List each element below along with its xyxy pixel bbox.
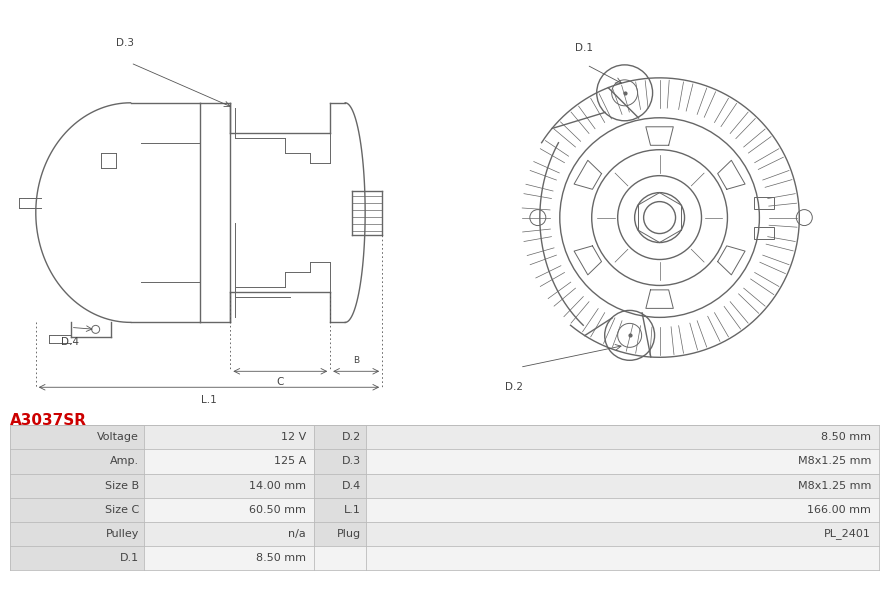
Text: L.1: L.1 xyxy=(344,505,361,515)
Text: 8.50 mm: 8.50 mm xyxy=(821,433,871,442)
Text: M8x1.25 mm: M8x1.25 mm xyxy=(797,457,871,467)
Bar xyxy=(366,426,879,449)
Text: B: B xyxy=(353,356,359,365)
Bar xyxy=(366,474,879,498)
Bar xyxy=(10,546,144,570)
Bar xyxy=(144,474,314,498)
Bar xyxy=(144,498,314,522)
Text: 166.00 mm: 166.00 mm xyxy=(807,505,871,515)
Bar xyxy=(314,546,879,570)
Text: M8x1.25 mm: M8x1.25 mm xyxy=(797,480,871,491)
Bar xyxy=(314,522,366,546)
Bar xyxy=(366,449,879,474)
Text: PL_2401: PL_2401 xyxy=(824,528,871,539)
Text: D.3: D.3 xyxy=(342,457,361,467)
Bar xyxy=(10,426,144,449)
Text: Amp.: Amp. xyxy=(110,457,139,467)
Text: 14.00 mm: 14.00 mm xyxy=(249,480,306,491)
Bar xyxy=(144,449,314,474)
Bar xyxy=(144,426,314,449)
Text: D.1: D.1 xyxy=(120,553,139,563)
Text: A3037SR: A3037SR xyxy=(10,413,87,429)
Text: D.2: D.2 xyxy=(341,433,361,442)
Text: D.1: D.1 xyxy=(575,43,593,53)
Text: L.1: L.1 xyxy=(201,395,217,405)
Text: 12 V: 12 V xyxy=(281,433,306,442)
Bar xyxy=(144,522,314,546)
Bar xyxy=(314,474,366,498)
Text: C: C xyxy=(276,377,284,387)
Text: D.4: D.4 xyxy=(341,480,361,491)
Text: D.4: D.4 xyxy=(60,337,79,347)
Bar xyxy=(144,546,314,570)
Text: D.3: D.3 xyxy=(116,38,133,48)
Bar xyxy=(10,449,144,474)
Bar xyxy=(755,226,774,238)
Text: Plug: Plug xyxy=(337,529,361,539)
Text: Size B: Size B xyxy=(105,480,139,491)
Bar xyxy=(314,498,366,522)
Bar xyxy=(366,498,879,522)
Text: 125 A: 125 A xyxy=(274,457,306,467)
Text: D.2: D.2 xyxy=(505,382,523,392)
Bar xyxy=(10,522,144,546)
Text: Pulley: Pulley xyxy=(106,529,139,539)
Bar xyxy=(314,449,366,474)
Bar xyxy=(10,474,144,498)
Text: 8.50 mm: 8.50 mm xyxy=(256,553,306,563)
Bar xyxy=(314,426,366,449)
Text: n/a: n/a xyxy=(288,529,306,539)
Text: Size C: Size C xyxy=(105,505,139,515)
Bar xyxy=(10,498,144,522)
Bar xyxy=(366,522,879,546)
Bar xyxy=(755,197,774,209)
Text: Voltage: Voltage xyxy=(97,433,139,442)
Text: 60.50 mm: 60.50 mm xyxy=(249,505,306,515)
